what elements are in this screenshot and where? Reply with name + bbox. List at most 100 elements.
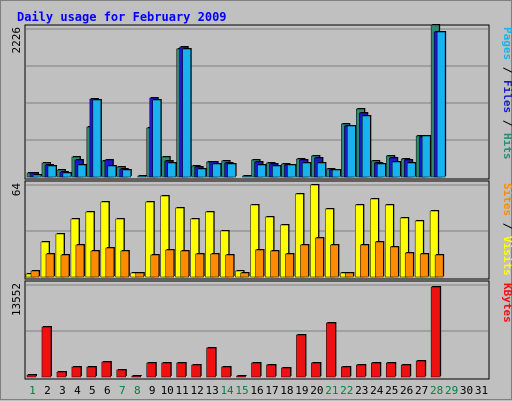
panel-hits-files-pages bbox=[24, 24, 490, 180]
x-tick-label: 26 bbox=[400, 384, 413, 397]
y-max-label: 2226 bbox=[10, 27, 23, 54]
bar-kbytes bbox=[296, 334, 306, 378]
x-tick-label: 8 bbox=[134, 384, 141, 397]
bar-pages bbox=[62, 172, 72, 178]
x-tick-label: 5 bbox=[89, 384, 96, 397]
bar-kbytes bbox=[101, 361, 112, 378]
x-tick-label: 17 bbox=[265, 384, 278, 397]
bar-pages bbox=[212, 163, 221, 178]
bar-pages bbox=[242, 175, 251, 178]
x-tick-label: 6 bbox=[104, 384, 111, 397]
bar-kbytes bbox=[161, 362, 171, 378]
bar-sites bbox=[389, 246, 399, 278]
bar-sites bbox=[105, 247, 115, 278]
bar-sites bbox=[195, 253, 204, 278]
bar-pages bbox=[167, 162, 176, 178]
series-axis-label-part: KBytes bbox=[501, 283, 512, 323]
bar-visits bbox=[355, 204, 364, 278]
bar-visits bbox=[414, 220, 424, 278]
bar-sites bbox=[285, 253, 294, 278]
bar-pages bbox=[137, 175, 147, 178]
bar-sites bbox=[45, 253, 55, 278]
x-tick-label: 1 bbox=[29, 384, 36, 397]
bar-sites bbox=[210, 253, 219, 278]
bar-visits bbox=[160, 195, 169, 278]
bar-sites bbox=[375, 241, 384, 278]
x-tick-label: 9 bbox=[149, 384, 156, 397]
bar-visits bbox=[115, 218, 125, 278]
bar-kbytes bbox=[251, 362, 261, 378]
bar-pages bbox=[332, 169, 341, 178]
bar-pages bbox=[421, 135, 431, 178]
bar-pages bbox=[362, 115, 371, 178]
bar-kbytes bbox=[281, 367, 291, 378]
bar-sites bbox=[255, 249, 264, 278]
bar-pages bbox=[122, 169, 132, 178]
series-axis-label: Sites / Visits bbox=[501, 183, 512, 276]
x-tick-label: 28 bbox=[430, 384, 443, 397]
bar-pages bbox=[347, 125, 356, 178]
bar-sites bbox=[165, 249, 174, 278]
bar-visits bbox=[429, 210, 439, 278]
x-tick-label: 31 bbox=[475, 384, 488, 397]
series-axis-label-part: / bbox=[501, 60, 512, 80]
series-axis-label-part: Pages bbox=[501, 27, 512, 60]
bar-sites bbox=[120, 250, 130, 278]
bar-pages bbox=[317, 162, 326, 178]
bar-pages bbox=[47, 165, 57, 178]
bar-kbytes bbox=[400, 364, 411, 378]
bar-kbytes bbox=[116, 369, 127, 378]
bar-pages bbox=[287, 164, 296, 178]
bar-sites bbox=[434, 254, 444, 278]
bar-visits bbox=[265, 216, 274, 278]
x-tick-label: 13 bbox=[205, 384, 218, 397]
bar-kbytes bbox=[311, 362, 321, 378]
bar-sites bbox=[60, 254, 70, 278]
bar-kbytes bbox=[86, 366, 97, 378]
x-tick-label: 23 bbox=[355, 384, 368, 397]
bar-kbytes bbox=[430, 286, 441, 378]
bar-sites bbox=[240, 272, 249, 278]
bar-kbytes bbox=[191, 364, 201, 378]
x-tick-label: 3 bbox=[59, 384, 66, 397]
x-tick-label: 14 bbox=[220, 384, 234, 397]
bar-pages bbox=[391, 161, 401, 178]
bar-visits bbox=[205, 211, 214, 278]
series-axis-label-part: Visits bbox=[501, 236, 512, 276]
bar-pages bbox=[257, 164, 266, 178]
bar-shadow-pages bbox=[138, 175, 147, 176]
bar-kbytes bbox=[266, 364, 276, 378]
bar-pages bbox=[272, 165, 281, 178]
bar-kbytes bbox=[326, 322, 336, 378]
bar-kbytes bbox=[221, 366, 231, 378]
bar-pages bbox=[302, 162, 311, 178]
series-axis-label-part: Files bbox=[501, 80, 512, 113]
bar-kbytes bbox=[371, 362, 381, 378]
bar-shadow-kbytes bbox=[132, 375, 142, 376]
series-axis-label-part: / bbox=[501, 216, 512, 236]
bar-kbytes bbox=[236, 375, 246, 378]
bar-sites bbox=[404, 252, 414, 278]
x-tick-label: 25 bbox=[385, 384, 398, 397]
x-tick-label: 19 bbox=[295, 384, 308, 397]
bar-kbytes bbox=[176, 362, 186, 378]
bar-pages bbox=[182, 48, 191, 178]
x-tick-label: 22 bbox=[340, 384, 353, 397]
series-axis-label-part: Hits bbox=[501, 133, 512, 160]
bar-visits bbox=[190, 218, 199, 278]
x-tick-label: 21 bbox=[325, 384, 338, 397]
bar-kbytes bbox=[41, 326, 52, 378]
series-axis-label: Pages / Files / Hits bbox=[501, 27, 512, 160]
y-max-label: 13552 bbox=[10, 283, 23, 316]
bar-sites bbox=[75, 244, 85, 278]
bar-kbytes bbox=[341, 366, 351, 378]
bar-sites bbox=[180, 250, 189, 278]
bar-visits bbox=[100, 201, 110, 278]
chart-title: Daily usage for February 2009 bbox=[17, 10, 227, 24]
bar-pages bbox=[107, 165, 117, 178]
bar-pages bbox=[406, 162, 416, 178]
x-tick-label: 11 bbox=[176, 384, 189, 397]
bar-sites bbox=[135, 272, 145, 278]
bar-visits bbox=[384, 204, 394, 278]
